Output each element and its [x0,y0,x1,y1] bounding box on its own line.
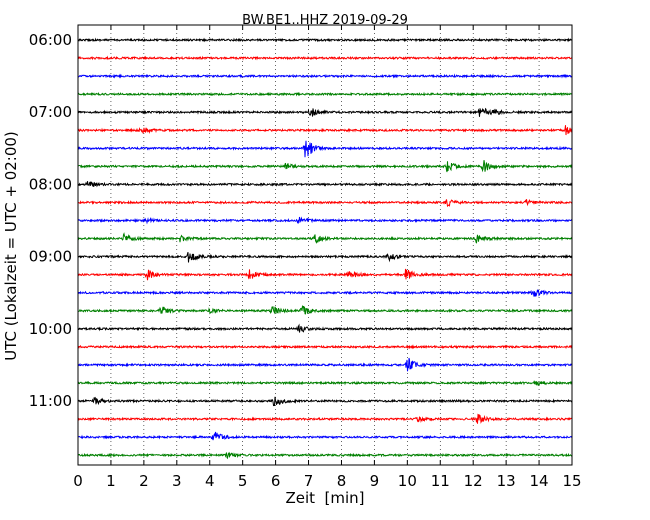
y-tick-label: 07:00 [29,103,72,121]
trace-0700 [77,107,573,117]
x-tick-label: 5 [238,472,248,490]
trace-0630 [77,73,573,79]
trace-0800 [77,181,573,188]
x-tick-label: 11 [431,472,450,490]
trace-0730 [77,140,573,158]
x-tick-label: 7 [304,472,314,490]
grid-lines [110,25,540,465]
x-tick-label: 14 [530,472,549,490]
y-tick-label: 09:00 [29,248,72,266]
x-tick-label: 6 [271,472,281,490]
trace-0830 [77,216,573,225]
x-axis-label: Zeit [min] [285,489,364,507]
x-tick-label: 8 [337,472,347,490]
x-tick-label: 2 [139,472,149,490]
trace-1000 [77,323,573,333]
y-tick-label: 06:00 [29,31,72,49]
y-axis-ticks: 06:00 07:00 08:00 09:00 10:00 11:00 [29,31,572,410]
y-tick-label: 11:00 [29,392,72,410]
trace-1130 [77,431,573,441]
x-tick-label: 10 [398,472,417,490]
trace-0845 [77,232,573,244]
trace-0600 [77,37,573,43]
trace-1100 [77,396,573,407]
x-axis-ticks: 0 1 2 3 4 5 6 7 8 9 10 11 12 13 14 15 [73,25,582,490]
x-tick-label: 9 [370,472,380,490]
trace-1145 [77,451,573,460]
trace-0745 [77,160,573,173]
trace-0930 [77,289,573,297]
x-tick-label: 13 [497,472,516,490]
x-tick-label: 12 [464,472,483,490]
trace-0615 [77,55,573,61]
y-tick-label: 08:00 [29,175,72,193]
x-tick-label: 4 [205,472,215,490]
plot-frame [77,24,573,466]
trace-0900 [77,252,573,263]
y-tick-label: 10:00 [29,320,72,338]
x-tick-label: 15 [562,472,581,490]
y-axis-label: UTC (Lokalzeit = UTC + 02:00) [2,131,20,361]
trace-0915 [77,268,573,281]
trace-0645 [77,91,573,97]
trace-0815 [77,199,573,208]
chart-title: BW.BE1..HHZ 2019-09-29 [242,13,408,28]
x-tick-label: 1 [106,472,116,490]
trace-1045 [77,379,573,387]
trace-1030 [77,357,573,372]
trace-1115 [77,413,573,424]
trace-0945 [77,305,573,315]
x-tick-label: 3 [172,472,182,490]
x-tick-label: 0 [73,472,83,490]
trace-group [77,37,573,460]
trace-1015 [77,344,573,350]
trace-0715 [77,125,573,136]
